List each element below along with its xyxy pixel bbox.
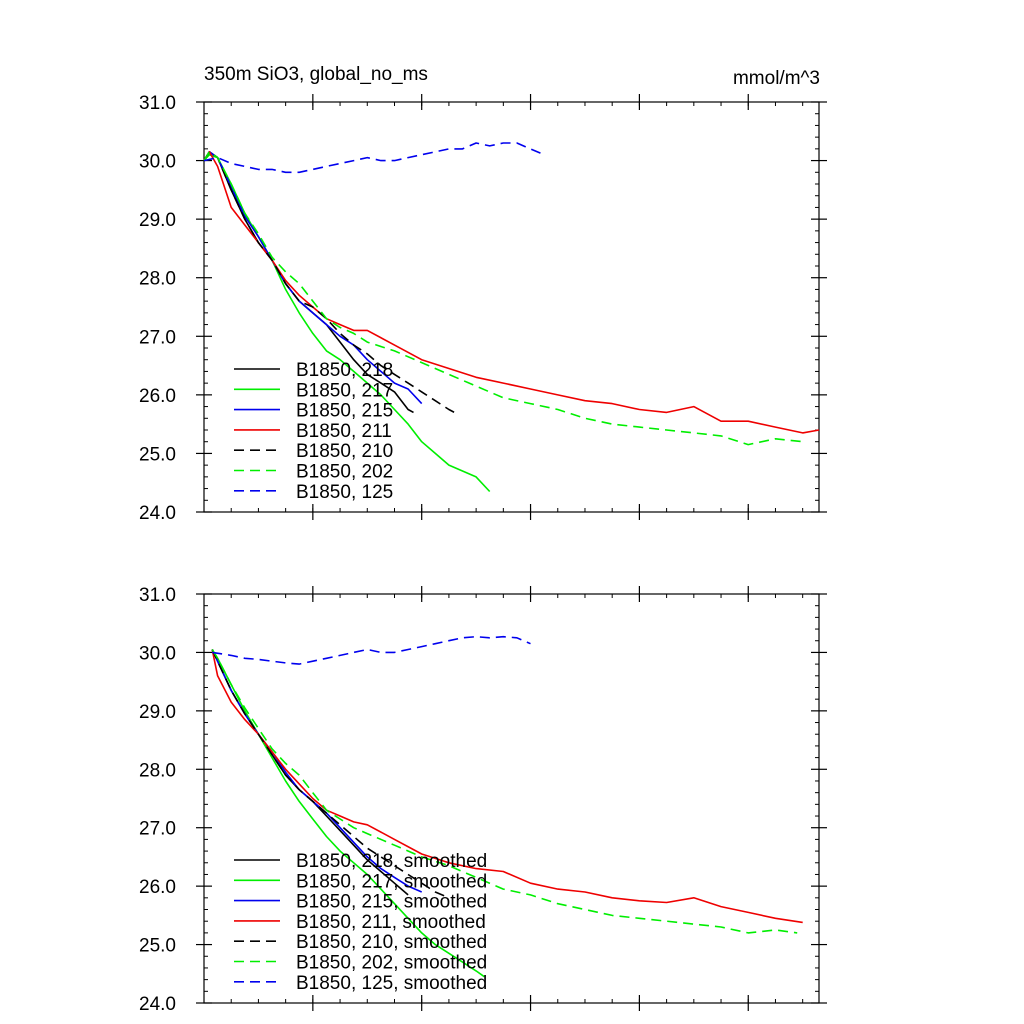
y-tick-label: 31.0 bbox=[139, 585, 176, 606]
series-line bbox=[203, 151, 455, 414]
legend-label: B1850, 211 bbox=[296, 421, 392, 442]
y-tick-label: 24.0 bbox=[139, 994, 176, 1015]
chart-title: 350m SiO3, global_no_ms bbox=[204, 64, 428, 85]
legend-label: B1850, 215 bbox=[296, 401, 393, 422]
legend-label: B1850, 210, smoothed bbox=[296, 932, 487, 953]
y-tick-label: 29.0 bbox=[139, 210, 176, 231]
legend-label: B1850, 215, smoothed bbox=[296, 892, 487, 913]
y-tick-label: 24.0 bbox=[139, 503, 176, 520]
y-tick-label: 27.0 bbox=[139, 327, 176, 348]
legend-label: B1850, 218 bbox=[296, 360, 393, 381]
y-tick-label: 27.0 bbox=[139, 819, 176, 840]
y-tick-label: 28.0 bbox=[139, 760, 176, 781]
plot-frame bbox=[203, 101, 820, 513]
legend-label: B1850, 210 bbox=[296, 441, 393, 462]
legend-label: B1850, 202 bbox=[296, 462, 393, 483]
legend-label: B1850, 125, smoothed bbox=[296, 973, 487, 994]
series-line bbox=[211, 649, 485, 978]
y-tick-label: 28.0 bbox=[139, 269, 176, 290]
series-line bbox=[211, 649, 803, 924]
y-tick-label: 25.0 bbox=[139, 444, 176, 465]
series-line bbox=[203, 151, 423, 405]
chart-units: mmol/m^3 bbox=[732, 68, 820, 89]
y-tick-label: 25.0 bbox=[139, 936, 176, 957]
y-tick-label: 31.0 bbox=[139, 93, 176, 114]
legend-label: B1850, 218, smoothed bbox=[296, 851, 487, 872]
series-line bbox=[203, 151, 803, 446]
series-line bbox=[212, 635, 531, 665]
y-tick-label: 30.0 bbox=[139, 152, 176, 173]
series-line bbox=[211, 649, 450, 899]
y-tick-label: 30.0 bbox=[139, 643, 176, 664]
legend-label: B1850, 211, smoothed bbox=[296, 912, 486, 933]
top-chart: 408012016020024.025.026.027.028.029.030.… bbox=[139, 93, 827, 520]
y-tick-label: 29.0 bbox=[139, 702, 176, 723]
legend-label: B1850, 217 bbox=[296, 380, 393, 401]
legend-label: B1850, 125 bbox=[296, 482, 393, 503]
y-tick-label: 26.0 bbox=[139, 877, 176, 898]
series-line bbox=[211, 649, 798, 934]
plot-frame bbox=[203, 593, 820, 1004]
legend-label: B1850, 202, smoothed bbox=[296, 953, 487, 974]
y-tick-label: 26.0 bbox=[139, 386, 176, 407]
legend-label: B1850, 217, smoothed bbox=[296, 871, 487, 892]
series-line bbox=[203, 142, 545, 174]
